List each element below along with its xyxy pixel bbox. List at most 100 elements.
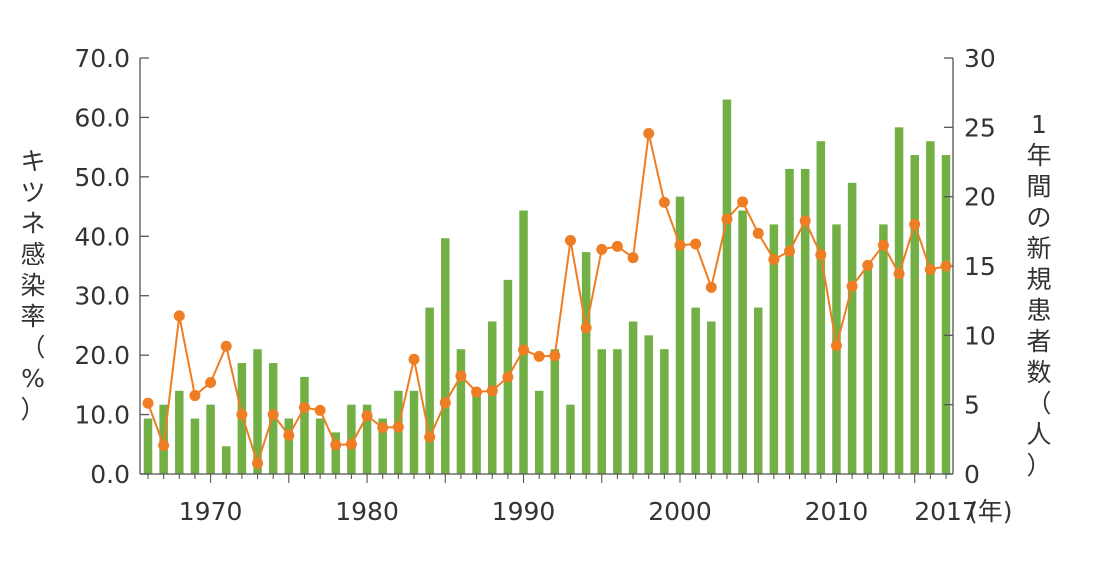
bar-2002 <box>707 321 716 474</box>
point-1988 <box>486 385 498 397</box>
left-axis-title-char: 率 <box>20 302 45 331</box>
series-line <box>147 132 947 465</box>
point-1989 <box>502 371 514 383</box>
bar-1969 <box>190 418 200 474</box>
point-1981 <box>377 422 389 434</box>
point-1979 <box>345 438 357 450</box>
point-2015 <box>909 218 921 230</box>
bar-1991 <box>534 390 544 474</box>
point-1967 <box>158 439 170 451</box>
bar-2016 <box>926 141 935 474</box>
point-1991 <box>533 350 545 362</box>
bar-1998 <box>644 335 653 474</box>
right-tick-label: 0 <box>964 460 980 489</box>
right-axis-title-char: 年 <box>1026 141 1051 170</box>
right-axis-title-char: ） <box>1026 451 1051 480</box>
bar-2009 <box>816 141 826 474</box>
point-2003 <box>721 213 733 225</box>
point-1973 <box>252 457 264 469</box>
point-1986 <box>455 370 467 382</box>
point-1997 <box>627 252 639 264</box>
bar-2006 <box>769 224 779 474</box>
right-axis-title-char: 1 <box>1031 110 1047 139</box>
point-2007 <box>784 245 796 257</box>
bar-2014 <box>894 127 904 474</box>
point-1978 <box>330 439 342 451</box>
left-axis-title-char: 染 <box>20 271 45 300</box>
point-2011 <box>846 280 858 292</box>
x-tick-label: 2017 <box>914 497 978 526</box>
bar-1993 <box>566 404 575 474</box>
bar-2017 <box>941 155 951 474</box>
bar-2003 <box>722 99 732 474</box>
right-tick-label: 30 <box>964 44 996 73</box>
left-axis-title-char: （ <box>20 333 45 362</box>
left-axis-title-char: ネ <box>20 209 45 238</box>
bar-1971 <box>221 446 231 474</box>
x-tick-label: 1970 <box>179 497 243 526</box>
bar-1987 <box>472 390 481 474</box>
bar-1976 <box>300 376 309 474</box>
left-axis-title-char: キ <box>20 147 45 176</box>
bar-2015 <box>910 155 919 474</box>
point-1974 <box>267 409 279 421</box>
bar-1977 <box>315 418 325 474</box>
point-1969 <box>189 390 201 402</box>
x-axis-unit: (年) <box>968 497 1013 526</box>
bar-1984 <box>425 307 434 474</box>
bar-2011 <box>847 182 857 475</box>
point-1971 <box>220 340 232 352</box>
point-1983 <box>408 353 420 365</box>
point-2002 <box>705 281 717 293</box>
bar-2008 <box>800 168 810 474</box>
point-2008 <box>799 215 811 227</box>
bar-1978 <box>331 432 341 474</box>
right-axis-title-char: 規 <box>1026 265 1051 294</box>
point-2000 <box>674 239 686 251</box>
x-tick-label: 1990 <box>492 497 556 526</box>
x-tick-label: 1980 <box>335 497 399 526</box>
point-1985 <box>439 397 451 409</box>
point-1982 <box>392 421 404 433</box>
point-1972 <box>236 409 248 421</box>
bar-1986 <box>456 349 466 474</box>
right-tick-label: 5 <box>964 391 980 420</box>
bar-1994 <box>581 252 591 474</box>
point-1975 <box>283 429 295 441</box>
bar-2013 <box>879 224 888 474</box>
point-2006 <box>768 253 780 265</box>
point-1968 <box>173 310 185 322</box>
x-tick-label: 2000 <box>648 497 712 526</box>
left-tick-label: 70.0 <box>74 44 130 73</box>
point-2013 <box>877 239 889 251</box>
point-1994 <box>580 322 592 334</box>
bar-1992 <box>550 349 560 474</box>
bar-1995 <box>597 349 607 474</box>
bar-1968 <box>175 390 184 474</box>
right-axis-title-char: 新 <box>1026 234 1051 263</box>
right-tick-label: 10 <box>964 321 996 350</box>
right-tick-label: 15 <box>964 252 996 281</box>
bar-1973 <box>253 349 262 474</box>
point-2005 <box>752 227 764 239</box>
bar-1988 <box>487 321 497 474</box>
bar-1970 <box>206 404 215 474</box>
left-tick-label: 40.0 <box>74 222 130 251</box>
point-1980 <box>361 410 373 422</box>
point-2012 <box>862 259 874 271</box>
point-1992 <box>549 350 561 362</box>
bar-2001 <box>691 307 700 474</box>
point-1970 <box>205 376 217 388</box>
bar-1980 <box>362 404 372 474</box>
right-axis-title-char: 数 <box>1026 358 1051 387</box>
point-1996 <box>611 240 623 252</box>
line-layer <box>147 132 947 465</box>
point-2001 <box>690 238 702 250</box>
point-1984 <box>424 431 436 443</box>
point-1990 <box>518 344 530 356</box>
left-tick-label: 30.0 <box>74 282 130 311</box>
point-1999 <box>658 196 670 208</box>
